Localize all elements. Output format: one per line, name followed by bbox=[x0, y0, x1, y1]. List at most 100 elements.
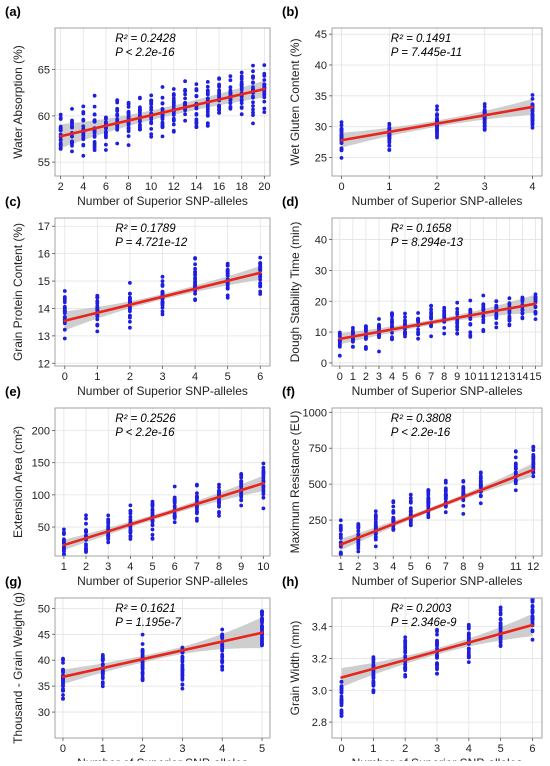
x-tick-label: 1 bbox=[100, 743, 106, 755]
data-point bbox=[443, 487, 448, 492]
data-point bbox=[262, 95, 267, 100]
data-point bbox=[531, 448, 536, 452]
data-point bbox=[443, 496, 448, 501]
data-point bbox=[482, 104, 487, 109]
data-point bbox=[530, 121, 535, 126]
x-tick-label: 3 bbox=[373, 561, 379, 573]
data-point bbox=[364, 336, 368, 341]
data-point bbox=[95, 317, 100, 322]
data-point bbox=[62, 552, 66, 557]
data-point bbox=[351, 331, 355, 336]
data-point bbox=[104, 115, 108, 120]
x-tick-label: 0 bbox=[337, 371, 343, 383]
data-point bbox=[239, 106, 244, 110]
data-point bbox=[180, 656, 185, 661]
data-point bbox=[498, 612, 503, 617]
data-point bbox=[217, 482, 221, 487]
x-axis-label: Number of Superior SNP-alleles bbox=[77, 194, 248, 208]
stat-p: P < 2.2e-16 bbox=[115, 47, 175, 59]
plot-frame bbox=[54, 597, 271, 739]
data-point bbox=[150, 504, 155, 509]
data-point bbox=[205, 103, 210, 108]
data-point bbox=[150, 532, 155, 537]
data-point bbox=[373, 525, 378, 530]
stat-p: P = 4.721e-12 bbox=[115, 237, 188, 249]
data-point bbox=[338, 532, 343, 537]
data-point bbox=[126, 121, 131, 126]
data-point bbox=[377, 317, 381, 321]
data-point bbox=[426, 499, 431, 504]
x-tick-label: 5 bbox=[408, 561, 414, 573]
data-point bbox=[373, 513, 378, 517]
data-point bbox=[183, 87, 188, 92]
x-axis-label: Number of Superior SNP-alleles bbox=[77, 574, 248, 588]
data-point bbox=[195, 491, 199, 496]
data-point bbox=[62, 531, 66, 535]
data-point bbox=[533, 292, 538, 297]
y-tick-label: 3.2 bbox=[312, 653, 327, 665]
data-point bbox=[115, 117, 120, 122]
y-tick-label: 35 bbox=[315, 91, 327, 103]
data-point bbox=[62, 300, 67, 305]
data-point bbox=[391, 500, 396, 505]
data-point bbox=[364, 328, 368, 333]
y-tick-label: 200 bbox=[32, 426, 50, 438]
data-point bbox=[371, 672, 376, 677]
data-point bbox=[126, 111, 131, 116]
x-tick-label: 6 bbox=[257, 371, 263, 383]
x-tick-label: 4 bbox=[389, 371, 395, 383]
data-point bbox=[261, 474, 266, 479]
data-point bbox=[149, 102, 154, 106]
data-point bbox=[435, 135, 439, 140]
x-tick-label: 3 bbox=[482, 181, 488, 193]
data-point bbox=[95, 308, 100, 312]
data-point bbox=[364, 346, 368, 350]
data-point bbox=[160, 95, 165, 100]
x-tick-label: 14 bbox=[516, 371, 528, 383]
panel-label: (h) bbox=[282, 574, 299, 589]
data-point bbox=[387, 143, 392, 148]
data-point bbox=[193, 297, 198, 302]
data-point bbox=[356, 532, 361, 537]
data-point bbox=[220, 652, 225, 657]
y-tick-label: 150 bbox=[32, 458, 50, 470]
data-point bbox=[356, 528, 361, 533]
data-point bbox=[435, 646, 439, 651]
data-point bbox=[126, 116, 131, 120]
data-point bbox=[104, 120, 108, 125]
data-point bbox=[481, 306, 486, 310]
data-point bbox=[403, 673, 408, 677]
x-tick-label: 12 bbox=[490, 371, 502, 383]
y-tick-label: 3.0 bbox=[312, 685, 327, 697]
confidence-band bbox=[63, 617, 262, 685]
data-point bbox=[70, 134, 74, 139]
data-point bbox=[239, 479, 244, 484]
x-tick-label: 2 bbox=[140, 743, 146, 755]
data-point bbox=[140, 670, 145, 675]
x-tick-label: 5 bbox=[402, 371, 408, 383]
data-point bbox=[193, 266, 198, 271]
data-point bbox=[408, 496, 413, 500]
data-point bbox=[442, 312, 447, 317]
data-point bbox=[498, 637, 503, 642]
data-point bbox=[258, 277, 263, 282]
data-point bbox=[494, 321, 499, 326]
data-point bbox=[403, 311, 407, 316]
data-point bbox=[127, 314, 132, 318]
panel-label: (c) bbox=[5, 194, 21, 209]
x-tick-label: 7 bbox=[194, 561, 200, 573]
data-point bbox=[261, 506, 266, 511]
data-point bbox=[482, 102, 487, 106]
fit-line bbox=[61, 631, 264, 679]
data-point bbox=[92, 148, 97, 153]
data-point bbox=[482, 110, 487, 115]
data-point bbox=[478, 494, 483, 499]
data-point bbox=[205, 80, 210, 84]
data-point bbox=[62, 336, 67, 341]
data-point bbox=[356, 549, 361, 554]
data-point bbox=[70, 107, 74, 111]
x-tick-label: 0 bbox=[338, 743, 344, 755]
data-point bbox=[172, 484, 177, 489]
data-point bbox=[62, 295, 67, 299]
